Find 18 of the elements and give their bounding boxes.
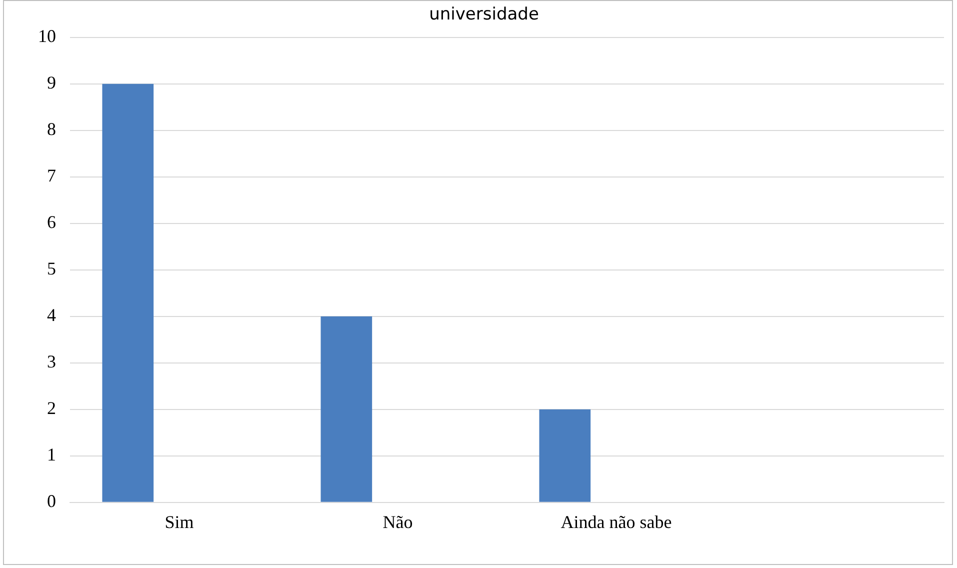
chart-title: universidade bbox=[429, 4, 539, 25]
bar bbox=[102, 84, 154, 502]
x-tick-label: Ainda não sabe bbox=[560, 512, 672, 532]
y-tick-label: 6 bbox=[47, 212, 56, 232]
y-tick-label: 0 bbox=[47, 491, 56, 512]
y-tick-label: 8 bbox=[47, 119, 56, 140]
y-tick-label: 2 bbox=[47, 398, 56, 418]
bar bbox=[539, 409, 591, 502]
y-tick-label: 10 bbox=[38, 26, 56, 46]
y-tick-label: 5 bbox=[47, 258, 56, 279]
x-tick-label: Sim bbox=[164, 512, 194, 532]
y-tick-label: 7 bbox=[47, 166, 56, 186]
bar bbox=[320, 316, 372, 502]
y-tick-label: 1 bbox=[47, 444, 56, 465]
y-tick-label: 4 bbox=[47, 305, 56, 326]
x-tick-label: Não bbox=[382, 512, 413, 532]
y-tick-label: 3 bbox=[47, 352, 56, 372]
y-tick-label: 9 bbox=[47, 72, 56, 93]
